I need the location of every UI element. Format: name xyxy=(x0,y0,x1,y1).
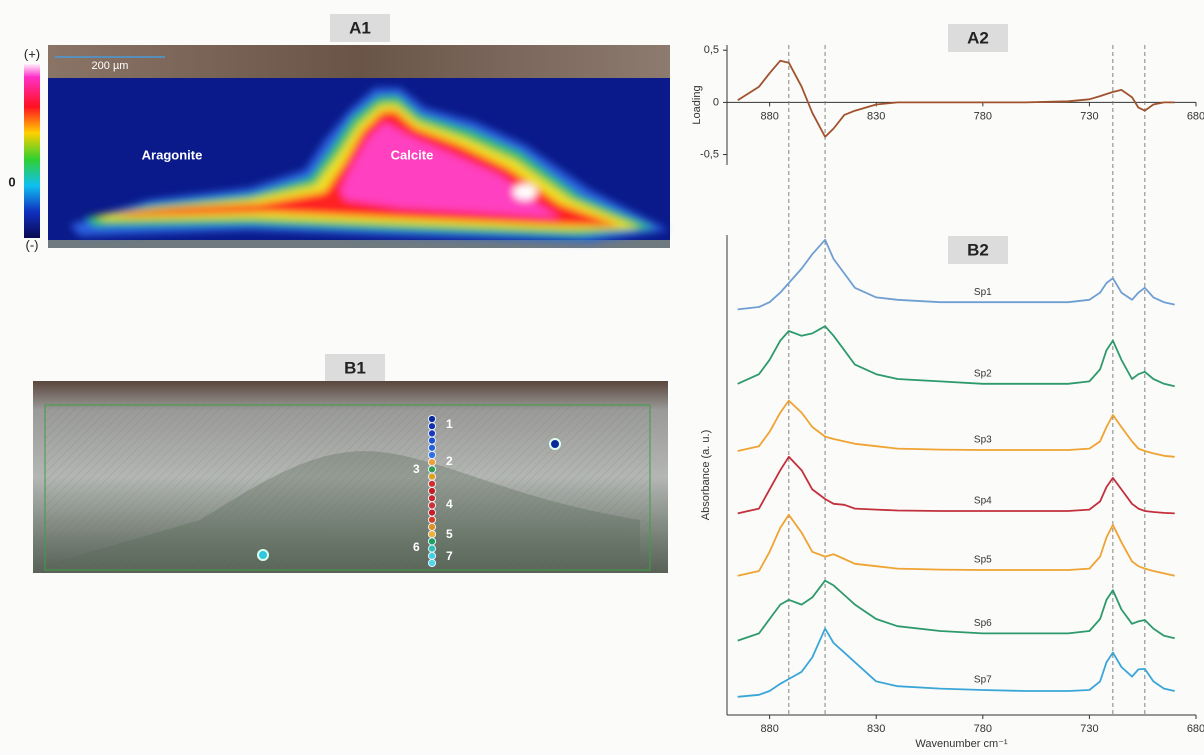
measurement-point xyxy=(427,465,437,474)
b1-panel: B1 1 2 3 4 5 6 7 xyxy=(33,354,668,573)
x-tick-label: 730 xyxy=(1080,110,1098,122)
series-line xyxy=(737,627,1175,698)
image-strip xyxy=(48,240,670,248)
point-label: 1 xyxy=(446,417,453,431)
panel-label: B1 xyxy=(344,358,366,377)
measurement-point xyxy=(257,549,269,561)
measurement-point xyxy=(427,494,437,503)
measurement-point xyxy=(427,422,437,431)
point-label: 3 xyxy=(413,462,420,476)
point-label: 5 xyxy=(446,527,453,541)
colorbar-label: (+) xyxy=(24,46,40,61)
measurement-point xyxy=(427,551,437,560)
series-line xyxy=(737,325,1175,388)
x-tick-label: 730 xyxy=(1080,723,1098,735)
y-tick-label: 0,5 xyxy=(704,44,719,56)
image-strip xyxy=(48,45,670,79)
measurement-point xyxy=(427,530,437,539)
series-line xyxy=(737,59,1175,138)
x-axis-label: Wavenumber cm⁻¹ xyxy=(915,738,1008,750)
point-label: 7 xyxy=(446,549,453,563)
x-tick-label: 830 xyxy=(867,723,885,735)
a1-panel: A1 200 µm Aragonite Calcite (+) 0 (-) xyxy=(8,14,670,252)
x-tick-label: 780 xyxy=(974,723,992,735)
point-label: 4 xyxy=(446,497,453,511)
y-axis-label: Absorbance (a. u.) xyxy=(700,430,712,521)
measurement-point xyxy=(427,450,437,460)
series-label: Sp6 xyxy=(974,618,992,629)
measurement-point xyxy=(427,436,437,445)
panel-label: B2 xyxy=(967,240,989,259)
measurement-point xyxy=(427,544,437,553)
colorbar xyxy=(24,63,40,238)
series-label: Sp2 xyxy=(974,368,992,379)
x-tick-label: 780 xyxy=(974,110,992,122)
region-label: Calcite xyxy=(391,147,434,162)
scale-bar-label: 200 µm xyxy=(92,60,129,72)
region-label: Aragonite xyxy=(142,147,203,162)
series-label: Sp4 xyxy=(974,496,992,507)
measurement-point xyxy=(427,501,437,510)
measurement-point xyxy=(427,522,437,532)
measurement-point xyxy=(427,458,437,467)
map-area xyxy=(44,404,651,571)
measurement-point xyxy=(427,472,437,481)
panel-label: A1 xyxy=(349,18,371,37)
measurement-point xyxy=(427,414,437,424)
y-tick-label: 0 xyxy=(713,96,719,108)
series-line xyxy=(737,238,1175,311)
series-line xyxy=(737,513,1175,577)
y-axis-label: Loading xyxy=(691,85,703,124)
measurement-point xyxy=(427,443,437,452)
x-tick-label: 880 xyxy=(760,723,778,735)
series-label: Sp5 xyxy=(974,555,992,566)
x-tick-label: 680 xyxy=(1187,723,1204,735)
measurement-point xyxy=(427,515,437,524)
series-label: Sp7 xyxy=(974,675,992,686)
measurement-point xyxy=(427,486,437,496)
point-label: 6 xyxy=(413,540,420,554)
series-label: Sp1 xyxy=(974,287,992,298)
panel-label-box xyxy=(948,236,1008,264)
panel-label-box xyxy=(330,14,390,42)
measurement-point xyxy=(549,438,561,450)
measurement-point xyxy=(427,429,437,438)
panel-label-box xyxy=(948,24,1008,52)
series-label: Sp3 xyxy=(974,435,992,446)
colorbar-label: (-) xyxy=(26,237,39,252)
measurement-point xyxy=(427,558,437,568)
x-tick-label: 880 xyxy=(760,110,778,122)
heatmap-blob xyxy=(70,88,668,242)
measurement-point xyxy=(427,508,437,517)
series-line xyxy=(737,455,1175,515)
series-line xyxy=(737,399,1175,458)
y-tick-label: -0,5 xyxy=(700,148,719,160)
x-tick-label: 680 xyxy=(1187,110,1204,122)
panel-label: A2 xyxy=(967,28,989,47)
measurement-point xyxy=(427,537,437,546)
measurement-points xyxy=(427,414,437,568)
point-label: 2 xyxy=(446,454,453,468)
colorbar-label: 0 xyxy=(8,174,15,189)
series-line xyxy=(737,579,1175,642)
panel-label-box xyxy=(325,354,385,382)
x-tick-label: 830 xyxy=(867,110,885,122)
measurement-point xyxy=(427,479,437,488)
